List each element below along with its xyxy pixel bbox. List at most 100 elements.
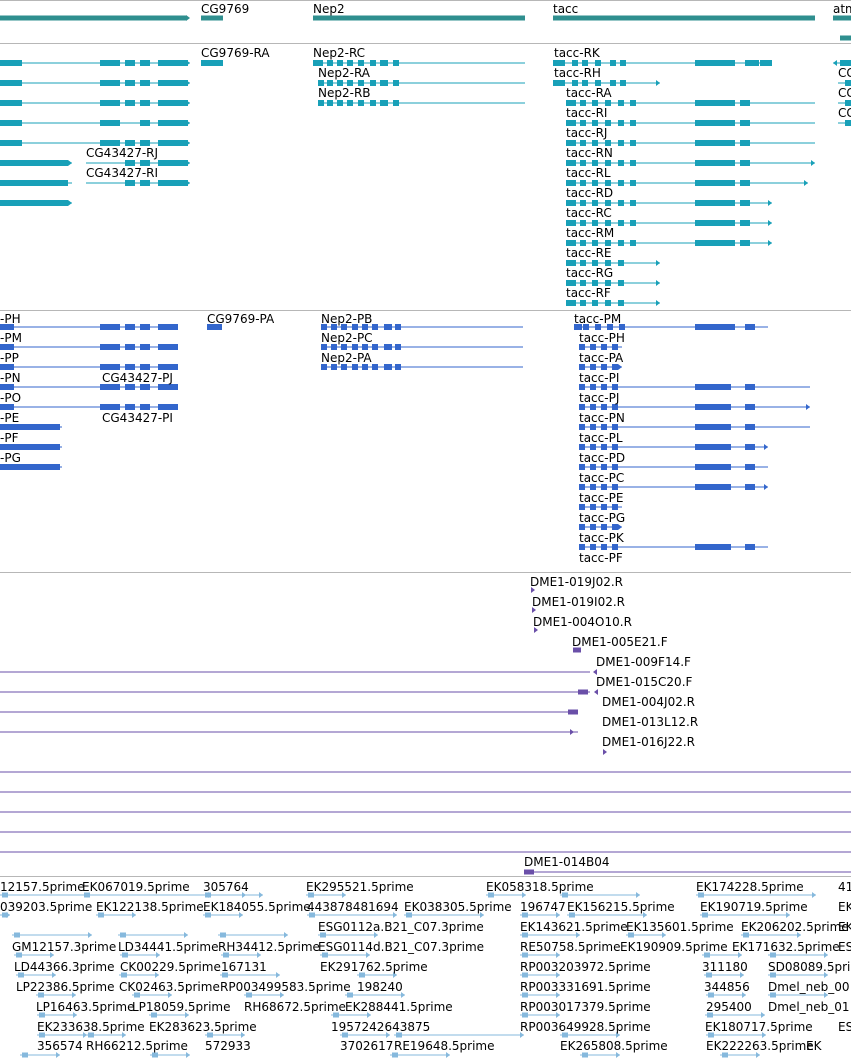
protein-label[interactable]: tacc-PC	[579, 471, 625, 485]
est-label[interactable]: RE19648.5prime	[394, 1039, 495, 1053]
est-label[interactable]: EK283623.5prime	[149, 1020, 257, 1034]
clone-label[interactable]: DME1-013L12.R	[602, 715, 699, 729]
clone-label[interactable]: DME1-019I02.R	[532, 595, 626, 609]
est-label[interactable]: 572933	[205, 1039, 251, 1053]
est-label[interactable]: CK02463.5prime	[119, 980, 220, 994]
est-label[interactable]: EK295521.5prime	[306, 880, 414, 894]
est-label[interactable]: Dmel_neb_00	[768, 980, 850, 994]
est-label[interactable]: 295400	[706, 1000, 752, 1014]
transcript-label[interactable]: Nep2-RA	[318, 66, 371, 80]
protein-label[interactable]: CG9769-PA	[207, 312, 275, 326]
protein-label[interactable]: tacc-PN	[579, 411, 625, 425]
transcript-label[interactable]: tacc-RH	[554, 66, 601, 80]
est-label[interactable]: EK174228.5prime	[696, 880, 804, 894]
est-label[interactable]: EK288441.5prime	[345, 1000, 453, 1014]
est-label[interactable]: 196747	[520, 900, 566, 914]
est-label[interactable]: EK171632.5prime	[732, 940, 840, 954]
est-label[interactable]: EK	[838, 900, 851, 914]
est-label[interactable]: LP16463.5prime	[36, 1000, 135, 1014]
est-label[interactable]: EK	[838, 920, 851, 934]
protein-label[interactable]: tacc-PH	[579, 331, 625, 345]
est-label[interactable]: GM12157.3prime	[12, 940, 117, 954]
protein-label[interactable]: tacc-PM	[574, 312, 622, 326]
transcript-label[interactable]: tacc-RN	[566, 146, 613, 160]
est-label[interactable]: ESG0112a.B21_C07.3prime	[318, 920, 484, 934]
transcript-label[interactable]: Nep2-RC	[313, 46, 366, 60]
est-label[interactable]: 356574	[37, 1039, 83, 1053]
protein-label[interactable]: -PG	[0, 451, 21, 465]
est-label[interactable]: EK222263.5prime	[706, 1039, 814, 1053]
est-label[interactable]: ESG0114d.B21_C07.3prime	[318, 940, 485, 954]
est-label[interactable]: 198240	[357, 980, 403, 994]
clone-label[interactable]: DME1-014B04	[524, 855, 610, 869]
est-label[interactable]: RP003017379.5prime	[520, 1000, 651, 1014]
est-label[interactable]: EK233638.5prime	[37, 1020, 145, 1034]
est-label[interactable]: 41	[838, 880, 851, 894]
gene-label[interactable]: Nep2	[313, 2, 345, 16]
est-label[interactable]: LD44366.3prime	[14, 960, 115, 974]
clone-label[interactable]: DME1-009F14.F	[596, 655, 691, 669]
est-label[interactable]: CK00229.5prime	[120, 960, 221, 974]
transcript-label[interactable]: tacc-RA	[566, 86, 612, 100]
protein-label[interactable]: -PM	[0, 331, 22, 345]
transcript-label[interactable]: CG	[838, 106, 851, 120]
est-label[interactable]: EK135601.5prime	[626, 920, 734, 934]
transcript-label[interactable]: Nep2-RB	[318, 86, 371, 100]
protein-label[interactable]: -PP	[0, 351, 19, 365]
transcript-label[interactable]: tacc-RC	[566, 206, 612, 220]
est-label[interactable]: RP003499583.5prime	[220, 980, 351, 994]
transcript-label[interactable]: CG43427-RJ	[86, 146, 159, 160]
est-label[interactable]: RP003203972.5prime	[520, 960, 651, 974]
est-label[interactable]: EK156215.5prime	[567, 900, 675, 914]
protein-label[interactable]: -PH	[0, 312, 21, 326]
transcript-label[interactable]: tacc-RK	[554, 46, 600, 60]
transcript-label[interactable]: tacc-RE	[566, 246, 612, 260]
transcript-label[interactable]: tacc-RM	[566, 226, 615, 240]
transcript-label[interactable]: CG9769-RA	[201, 46, 270, 60]
protein-label[interactable]: Nep2-PB	[321, 312, 373, 326]
est-label[interactable]: 3702617	[340, 1039, 394, 1053]
protein-label[interactable]: tacc-PF	[579, 551, 623, 565]
est-label[interactable]: 12157.5prime	[0, 880, 85, 894]
est-label[interactable]: 1957242643875	[331, 1020, 431, 1034]
est-label[interactable]: RH66212.5prime	[86, 1039, 188, 1053]
est-label[interactable]: 305764	[203, 880, 249, 894]
transcript-label[interactable]: CG43427-RI	[86, 166, 159, 180]
est-label[interactable]: EK143621.5prime	[520, 920, 628, 934]
transcript-label[interactable]: tacc-RG	[566, 266, 614, 280]
est-label[interactable]: 167131	[221, 960, 267, 974]
transcript-label[interactable]: tacc-RD	[566, 186, 614, 200]
est-label[interactable]: RP003331691.5prime	[520, 980, 651, 994]
est-label[interactable]: ES	[838, 1020, 851, 1034]
protein-label[interactable]: tacc-PA	[579, 351, 624, 365]
protein-label[interactable]: -PF	[0, 431, 19, 445]
est-label[interactable]: Dmel_neb_01	[768, 1000, 850, 1014]
protein-label[interactable]: -PE	[0, 411, 20, 425]
est-label[interactable]: LD34441.5prime	[118, 940, 219, 954]
est-label[interactable]: SD08089.5prime	[768, 960, 851, 974]
gene-label[interactable]: tacc	[553, 2, 579, 16]
clone-label[interactable]: DME1-016J22.R	[602, 735, 696, 749]
est-label[interactable]: EK291762.5prime	[320, 960, 428, 974]
est-label[interactable]: 344856	[704, 980, 750, 994]
est-label[interactable]: EK038305.5prime	[404, 900, 512, 914]
clone-label[interactable]: DME1-015C20.F	[596, 675, 693, 689]
est-label[interactable]: EK206202.5prime	[741, 920, 849, 934]
transcript-label[interactable]: tacc-RL	[566, 166, 611, 180]
transcript-label[interactable]: tacc-RJ	[566, 126, 608, 140]
est-label[interactable]: 039203.5prime	[0, 900, 93, 914]
protein-label[interactable]: tacc-PI	[579, 371, 620, 385]
est-label[interactable]: RE50758.5prime	[520, 940, 621, 954]
est-label[interactable]: 443878481694	[307, 900, 399, 914]
est-label[interactable]: EK265808.5prime	[560, 1039, 668, 1053]
protein-label[interactable]: tacc-PG	[579, 511, 626, 525]
protein-label[interactable]: -PN	[0, 371, 21, 385]
transcript-label[interactable]: CG	[838, 86, 851, 100]
est-label[interactable]: EK190909.5prime	[620, 940, 728, 954]
protein-label[interactable]: tacc-PD	[579, 451, 626, 465]
est-label[interactable]: EK122138.5prime	[96, 900, 204, 914]
est-label[interactable]: RH68672.5prime	[244, 1000, 346, 1014]
est-label[interactable]: RH34412.5prime	[218, 940, 320, 954]
transcript-label[interactable]: CG	[838, 66, 851, 80]
protein-label[interactable]: tacc-PE	[579, 491, 624, 505]
